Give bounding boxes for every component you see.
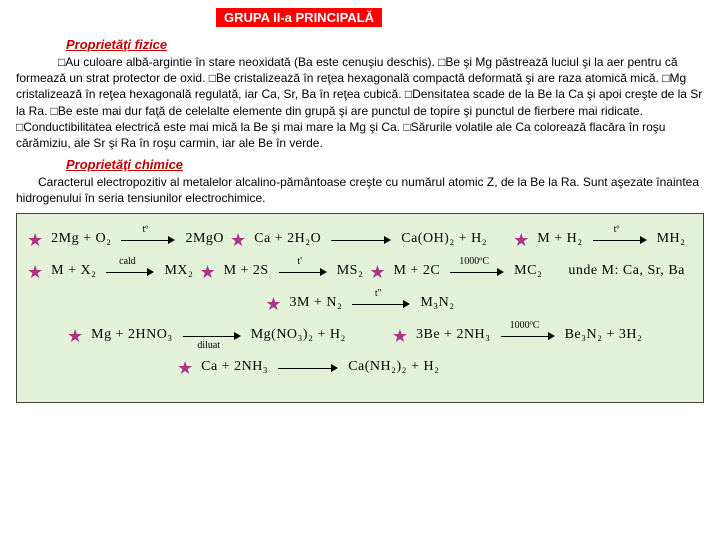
star-icon: ★ [230, 231, 246, 249]
equation-right: MX₂ [164, 263, 193, 279]
star-icon: ★ [27, 263, 43, 281]
equation-left: M + X₂ [51, 263, 96, 279]
star-icon: ★ [513, 231, 529, 249]
equation-right: 2MgO [185, 231, 224, 247]
equation-right: Mg(NO₃)₂ + H₂ [251, 327, 346, 343]
star-icon: ★ [392, 327, 408, 345]
reaction-row: ★ Ca + 2NH₃ Ca(NH₂)₂ + H₂ [27, 358, 693, 376]
section-chemical-text: Caracterul electropozitiv al metalelor a… [16, 174, 704, 206]
equation-left: Ca + 2NH₃ [201, 359, 268, 375]
star-icon: ★ [265, 295, 281, 313]
arrow-icon: tº [593, 232, 647, 246]
equation-right: MC₂ [514, 263, 542, 279]
arrow-icon: diluat [183, 328, 241, 342]
equation-right: MH₂ [657, 231, 686, 247]
reaction-row: ★ 3M + N₂ t" M₃N₂ [27, 294, 693, 312]
section-physical-heading: Proprietăţi fizice [66, 37, 704, 52]
arrow-icon: t" [352, 296, 410, 310]
equation-right: M₃N₂ [420, 295, 454, 311]
arrow-label: tº [593, 224, 641, 235]
equation-left: M + 2C [393, 263, 440, 279]
arrow-icon: 1000ºC [501, 328, 555, 342]
arrow-label: 1000ºC [450, 256, 498, 267]
equation-left: 3M + N₂ [289, 295, 342, 311]
arrow-sublabel: diluat [183, 340, 235, 351]
equation-right: MS₂ [337, 263, 364, 279]
equation-left: 3Be + 2NH₃ [416, 327, 491, 343]
star-icon: ★ [369, 263, 385, 281]
arrow-label: tº [121, 224, 169, 235]
arrow-label: t" [352, 288, 404, 299]
equation-left: Ca + 2H₂O [254, 231, 321, 247]
reaction-row: ★ Mg + 2HNO₃ diluat Mg(NO₃)₂ + H₂ ★ 3Be … [27, 326, 693, 344]
arrow-label: t' [279, 256, 321, 267]
star-icon: ★ [67, 327, 83, 345]
star-icon: ★ [199, 263, 215, 281]
equation-right: Be₃N₂ + 3H₂ [565, 327, 643, 343]
page-title: GRUPA II-a PRINCIPALĂ [216, 8, 382, 27]
reaction-row: ★ 2Mg + O₂ tº 2MgO ★ Ca + 2H₂O Ca(OH)₂ +… [27, 230, 693, 248]
equation-left: M + H₂ [537, 231, 582, 247]
arrow-icon: 1000ºC [450, 264, 504, 278]
section-chemical-heading: Proprietăţi chimice [66, 157, 704, 172]
chemistry-panel: ★ 2Mg + O₂ tº 2MgO ★ Ca + 2H₂O Ca(OH)₂ +… [16, 213, 704, 403]
arrow-icon: cald [106, 264, 154, 278]
equation-left: Mg + 2HNO₃ [91, 327, 173, 343]
star-icon: ★ [177, 359, 193, 377]
equation-left: 2Mg + O₂ [51, 231, 111, 247]
equation-left: M + 2S [224, 263, 269, 279]
reaction-row: ★ M + X₂ cald MX₂ ★ M + 2S t' MS₂ ★ M + … [27, 262, 693, 280]
section-physical-text: □Au culoare albă-argintie în stare neoxi… [16, 54, 704, 151]
arrow-icon [331, 232, 391, 246]
arrow-icon: t' [279, 264, 327, 278]
equation-right: Ca(NH₂)₂ + H₂ [348, 359, 439, 375]
arrow-icon [278, 360, 338, 374]
equation-note: unde M: Ca, Sr, Ba [568, 263, 685, 279]
arrow-label: cald [106, 256, 148, 267]
equation-right: Ca(OH)₂ + H₂ [401, 231, 487, 247]
arrow-icon: tº [121, 232, 175, 246]
star-icon: ★ [27, 231, 43, 249]
arrow-label: 1000ºC [501, 320, 549, 331]
